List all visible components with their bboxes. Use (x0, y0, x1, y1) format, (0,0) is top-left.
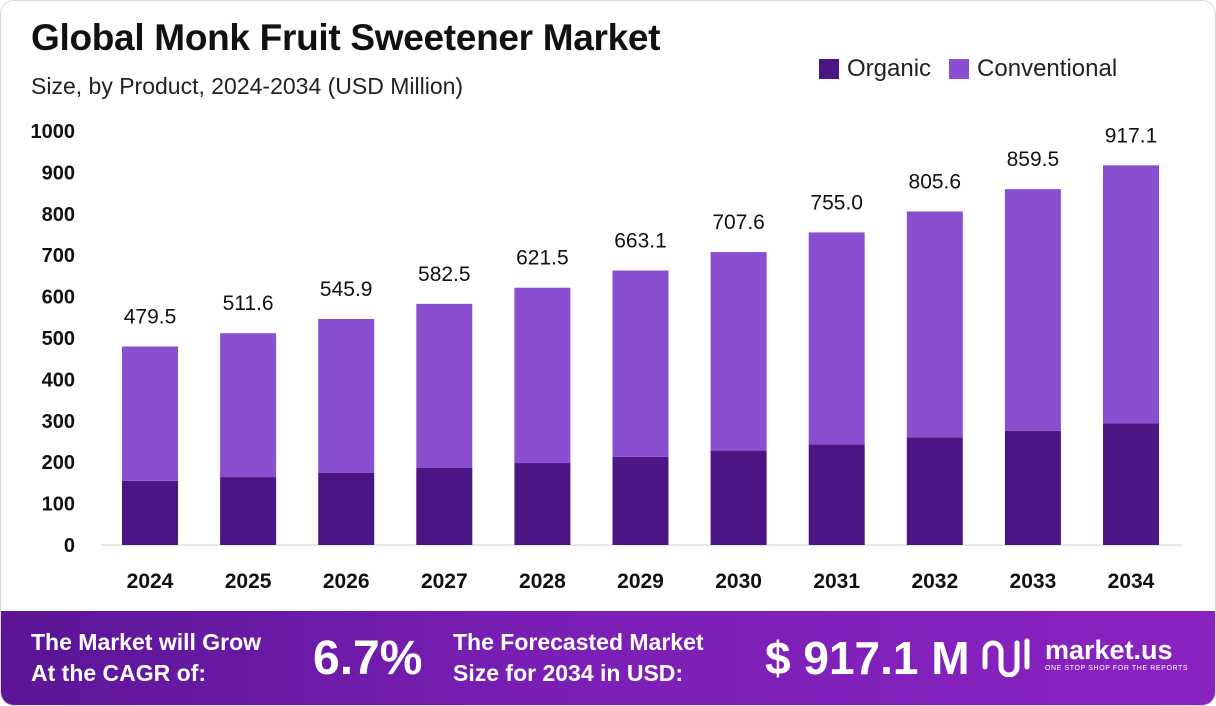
bar-organic-2031 (808, 444, 865, 545)
y-tick-label: 0 (64, 535, 75, 557)
forecast-text: The Forecasted Market Size for 2034 in U… (453, 627, 704, 689)
footer-banner: The Market will Grow At the CAGR of: 6.7… (1, 611, 1215, 705)
x-tick-label: 2030 (715, 570, 762, 593)
cagr-text-line2: At the CAGR of: (31, 660, 207, 686)
x-tick-label: 2029 (617, 570, 664, 593)
x-tick-label: 2032 (911, 570, 958, 593)
bar-conventional-2024 (122, 346, 178, 481)
y-tick-label: 600 (42, 287, 75, 309)
bar-organic-2033 (1004, 430, 1061, 545)
total-label: 582.5 (418, 263, 471, 286)
y-tick-label: 900 (42, 162, 75, 184)
y-tick-label: 100 (42, 494, 75, 516)
bar-conventional-2026 (318, 318, 375, 473)
market-us-logo-icon (982, 638, 1030, 677)
brand-logo[interactable]: market.us ONE STOP SHOP FOR THE REPORTS (981, 633, 1188, 677)
x-tick-label: 2034 (1108, 570, 1155, 593)
y-tick-label: 200 (42, 452, 75, 474)
bar-organic-2026 (318, 472, 375, 545)
bar-organic-2030 (710, 450, 767, 545)
cagr-text-line1: The Market will Grow (31, 629, 262, 655)
y-tick-label: 300 (42, 411, 75, 433)
forecast-text-line2: Size for 2034 in USD: (453, 660, 684, 686)
x-tick-label: 2033 (1010, 570, 1057, 593)
bar-conventional-2029 (612, 270, 669, 457)
total-label: 621.5 (516, 247, 569, 270)
y-tick-label: 1000 (31, 121, 76, 143)
x-tick-label: 2026 (323, 570, 370, 593)
chart-subtitle: Size, by Product, 2024-2034 (USD Million… (31, 73, 464, 99)
bar-conventional-2030 (710, 252, 767, 451)
bar-organic-2032 (906, 437, 963, 545)
x-tick-label: 2024 (127, 570, 174, 593)
x-tick-label: 2028 (519, 570, 566, 593)
legend-item-organic: Organic (819, 55, 931, 83)
logo-tagline: ONE STOP SHOP FOR THE REPORTS (1045, 665, 1189, 672)
total-label: 859.5 (1007, 148, 1060, 171)
x-tick-label: 2027 (421, 570, 468, 593)
x-tick-label: 2025 (225, 570, 272, 593)
total-label: 479.5 (124, 305, 177, 328)
y-tick-label: 700 (42, 245, 75, 267)
legend-swatch-organic (819, 59, 839, 79)
bar-conventional-2032 (906, 211, 963, 438)
cagr-text: The Market will Grow At the CAGR of: (31, 627, 261, 689)
chart-title: Global Monk Fruit Sweetener Market (31, 17, 661, 58)
forecast-text-line1: The Forecasted Market (453, 629, 704, 655)
total-label: 663.1 (614, 229, 667, 252)
bar-organic-2028 (514, 463, 571, 545)
bar-organic-2027 (416, 467, 473, 545)
legend-item-conventional: Conventional (949, 55, 1117, 83)
total-label: 545.9 (320, 278, 373, 301)
bar-organic-2025 (220, 477, 277, 545)
y-tick-label: 800 (42, 204, 75, 226)
bar-organic-2024 (122, 480, 178, 545)
bar-conventional-2028 (514, 287, 571, 464)
bar-chart: 0 100 200 300 400 500 600 700 800 900 1000 479.5 202… (31, 121, 1183, 593)
bar-conventional-2034 (1103, 165, 1159, 424)
bar-conventional-2031 (808, 232, 865, 445)
total-label: 511.6 (223, 292, 274, 315)
bar-organic-2034 (1103, 423, 1159, 545)
bar-conventional-2025 (220, 333, 277, 478)
legend: Organic Conventional (819, 55, 1135, 83)
x-tick-label: 2031 (813, 570, 860, 593)
total-label: 755.0 (810, 191, 863, 214)
y-tick-label: 400 (42, 369, 75, 391)
total-label: 805.6 (909, 170, 962, 193)
total-label: 917.1 (1105, 124, 1158, 147)
legend-label-organic: Organic (847, 55, 932, 82)
y-tick-label: 500 (42, 328, 75, 350)
total-label: 707.6 (712, 211, 765, 234)
forecast-value: $ 917.1 M (765, 632, 970, 684)
cagr-value: 6.7% (313, 632, 423, 685)
bar-conventional-2033 (1004, 189, 1061, 431)
logo-name: market.us (1045, 635, 1173, 665)
bar-conventional-2027 (416, 303, 473, 468)
legend-swatch-conventional (949, 59, 970, 79)
legend-label-conventional: Conventional (977, 55, 1118, 82)
bar-organic-2029 (612, 456, 669, 545)
